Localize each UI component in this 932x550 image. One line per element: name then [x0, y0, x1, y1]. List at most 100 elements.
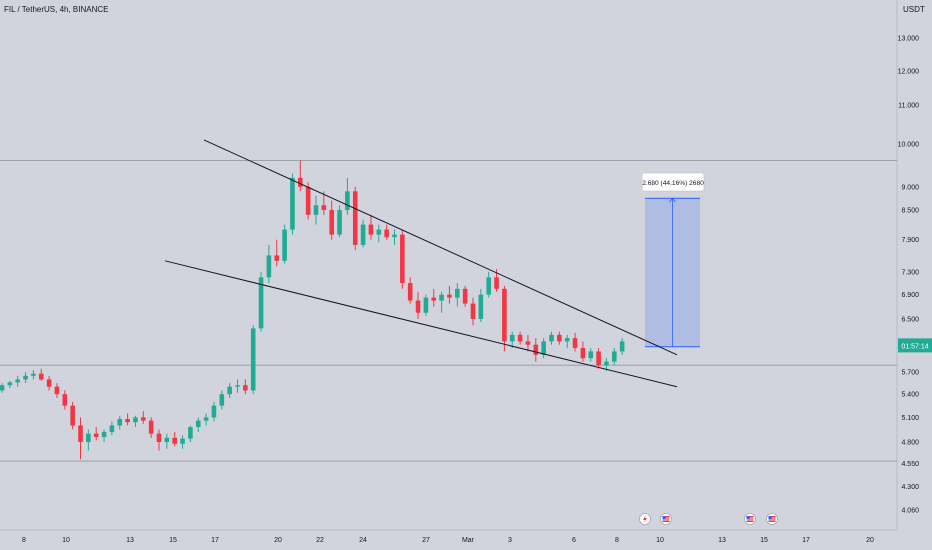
candle-body: [148, 420, 154, 434]
candle-body: [203, 417, 209, 421]
time-tick-label: 15: [760, 537, 768, 544]
time-tick-label: 20: [274, 537, 282, 544]
time-tick-label: 13: [126, 537, 134, 544]
candle-body: [101, 431, 107, 437]
candle-body: [431, 297, 437, 301]
candle-body: [509, 334, 515, 342]
time-tick-label: Mar: [462, 537, 475, 544]
candle-body: [243, 385, 248, 391]
candle-body: [109, 425, 115, 432]
time-tick-label: 24: [359, 537, 367, 544]
candle-body: [313, 205, 319, 215]
candle-body: [180, 438, 185, 444]
flag-stripes: [768, 516, 776, 522]
trendlines[interactable]: [164, 139, 678, 388]
candle-body: [15, 379, 20, 383]
currency-label: USDT: [903, 5, 925, 14]
candle-body: [172, 437, 177, 444]
time-tick-label: 8: [615, 537, 619, 544]
upper-trendline[interactable]: [203, 139, 678, 356]
price-tick-label: 11.000: [898, 103, 919, 110]
candle-body: [486, 277, 491, 295]
candle-body: [274, 255, 280, 261]
candle-body: [305, 186, 311, 215]
candle-body: [258, 277, 264, 329]
candle-body: [321, 205, 327, 210]
time-tick-label: 22: [316, 537, 324, 544]
us-flag-icon[interactable]: [744, 513, 756, 525]
candles: [0, 160, 625, 460]
measure-arrow-icon: [669, 197, 676, 203]
event-markers[interactable]: [639, 513, 778, 525]
candle-body: [352, 191, 358, 245]
candle-body: [0, 385, 5, 391]
price-tick-label: 4.060: [901, 508, 919, 515]
price-tick-label: 5.700: [901, 370, 919, 377]
time-axis[interactable]: 8 10 13 15 17 20 22 24 27 Mar 3 6 8 10 13 15 17 20: [22, 537, 874, 544]
candle-body: [596, 351, 601, 366]
candle-body: [219, 394, 225, 406]
flag-canton: [746, 516, 750, 519]
candle-body: [62, 394, 68, 406]
candle-body: [70, 405, 75, 426]
candle-body: [345, 191, 350, 210]
time-tick-label: 10: [656, 537, 664, 544]
price-tick-label: 6.500: [901, 316, 919, 323]
candle-body: [298, 177, 303, 187]
flash-icon[interactable]: [639, 513, 651, 525]
flag-stripes: [662, 516, 670, 522]
flag-canton: [662, 516, 666, 519]
price-axis[interactable]: 13.000 12.000 11.000 10.000 9.000 8.500 7.900 7…: [898, 36, 920, 515]
candle-body: [125, 418, 130, 423]
candle-body: [368, 224, 374, 235]
us-flag-icon[interactable]: [766, 513, 778, 525]
time-tick-label: 20: [866, 537, 874, 544]
candle-body: [533, 344, 539, 355]
us-flag-icon[interactable]: [660, 513, 672, 525]
candle-body: [31, 373, 36, 376]
price-tick-label: 10.000: [898, 142, 920, 149]
candle-body: [604, 361, 609, 366]
price-tick-label: 9.000: [901, 184, 919, 191]
candle-body: [235, 385, 240, 387]
price-tick-label: 7.900: [901, 237, 919, 244]
candle-body: [400, 234, 405, 284]
candle-body: [439, 294, 444, 301]
candle-body: [580, 348, 586, 359]
candle-body: [423, 297, 429, 313]
candle-body: [117, 418, 123, 426]
candle-body: [619, 341, 625, 352]
candle-body: [384, 229, 389, 238]
candle-body: [337, 209, 342, 235]
candle-body: [188, 427, 193, 439]
candle-body: [415, 300, 421, 313]
candle-body: [557, 334, 562, 342]
candle-body: [502, 288, 507, 342]
price-tick-label: 7.300: [901, 269, 919, 276]
candle-body: [227, 386, 232, 395]
horizontal-levels: [0, 160, 897, 462]
price-badge-bg: [898, 338, 932, 353]
time-tick-label: 17: [211, 537, 219, 544]
time-tick-label: 8: [22, 537, 26, 544]
candle-body: [211, 405, 217, 418]
time-tick-label: 27: [422, 537, 430, 544]
measure-tool[interactable]: 2.680 (44.16%) 2680: [641, 172, 705, 348]
time-tick-label: 6: [572, 537, 576, 544]
price-tick-label: 13.000: [898, 36, 920, 43]
lower-trendline[interactable]: [164, 260, 678, 388]
time-tick-label: 10: [62, 537, 70, 544]
price-tick-label: 12.000: [898, 69, 920, 76]
candle-body: [447, 294, 452, 298]
flash-glyph: [643, 515, 647, 523]
candle-body: [407, 283, 413, 301]
candle-body: [133, 417, 138, 423]
time-tick-label: 17: [802, 537, 810, 544]
candle-body: [46, 379, 52, 387]
flag-canton: [768, 516, 772, 519]
candle-body: [470, 303, 476, 319]
price-tick-label: 5.400: [901, 392, 919, 399]
candle-body: [93, 433, 99, 437]
